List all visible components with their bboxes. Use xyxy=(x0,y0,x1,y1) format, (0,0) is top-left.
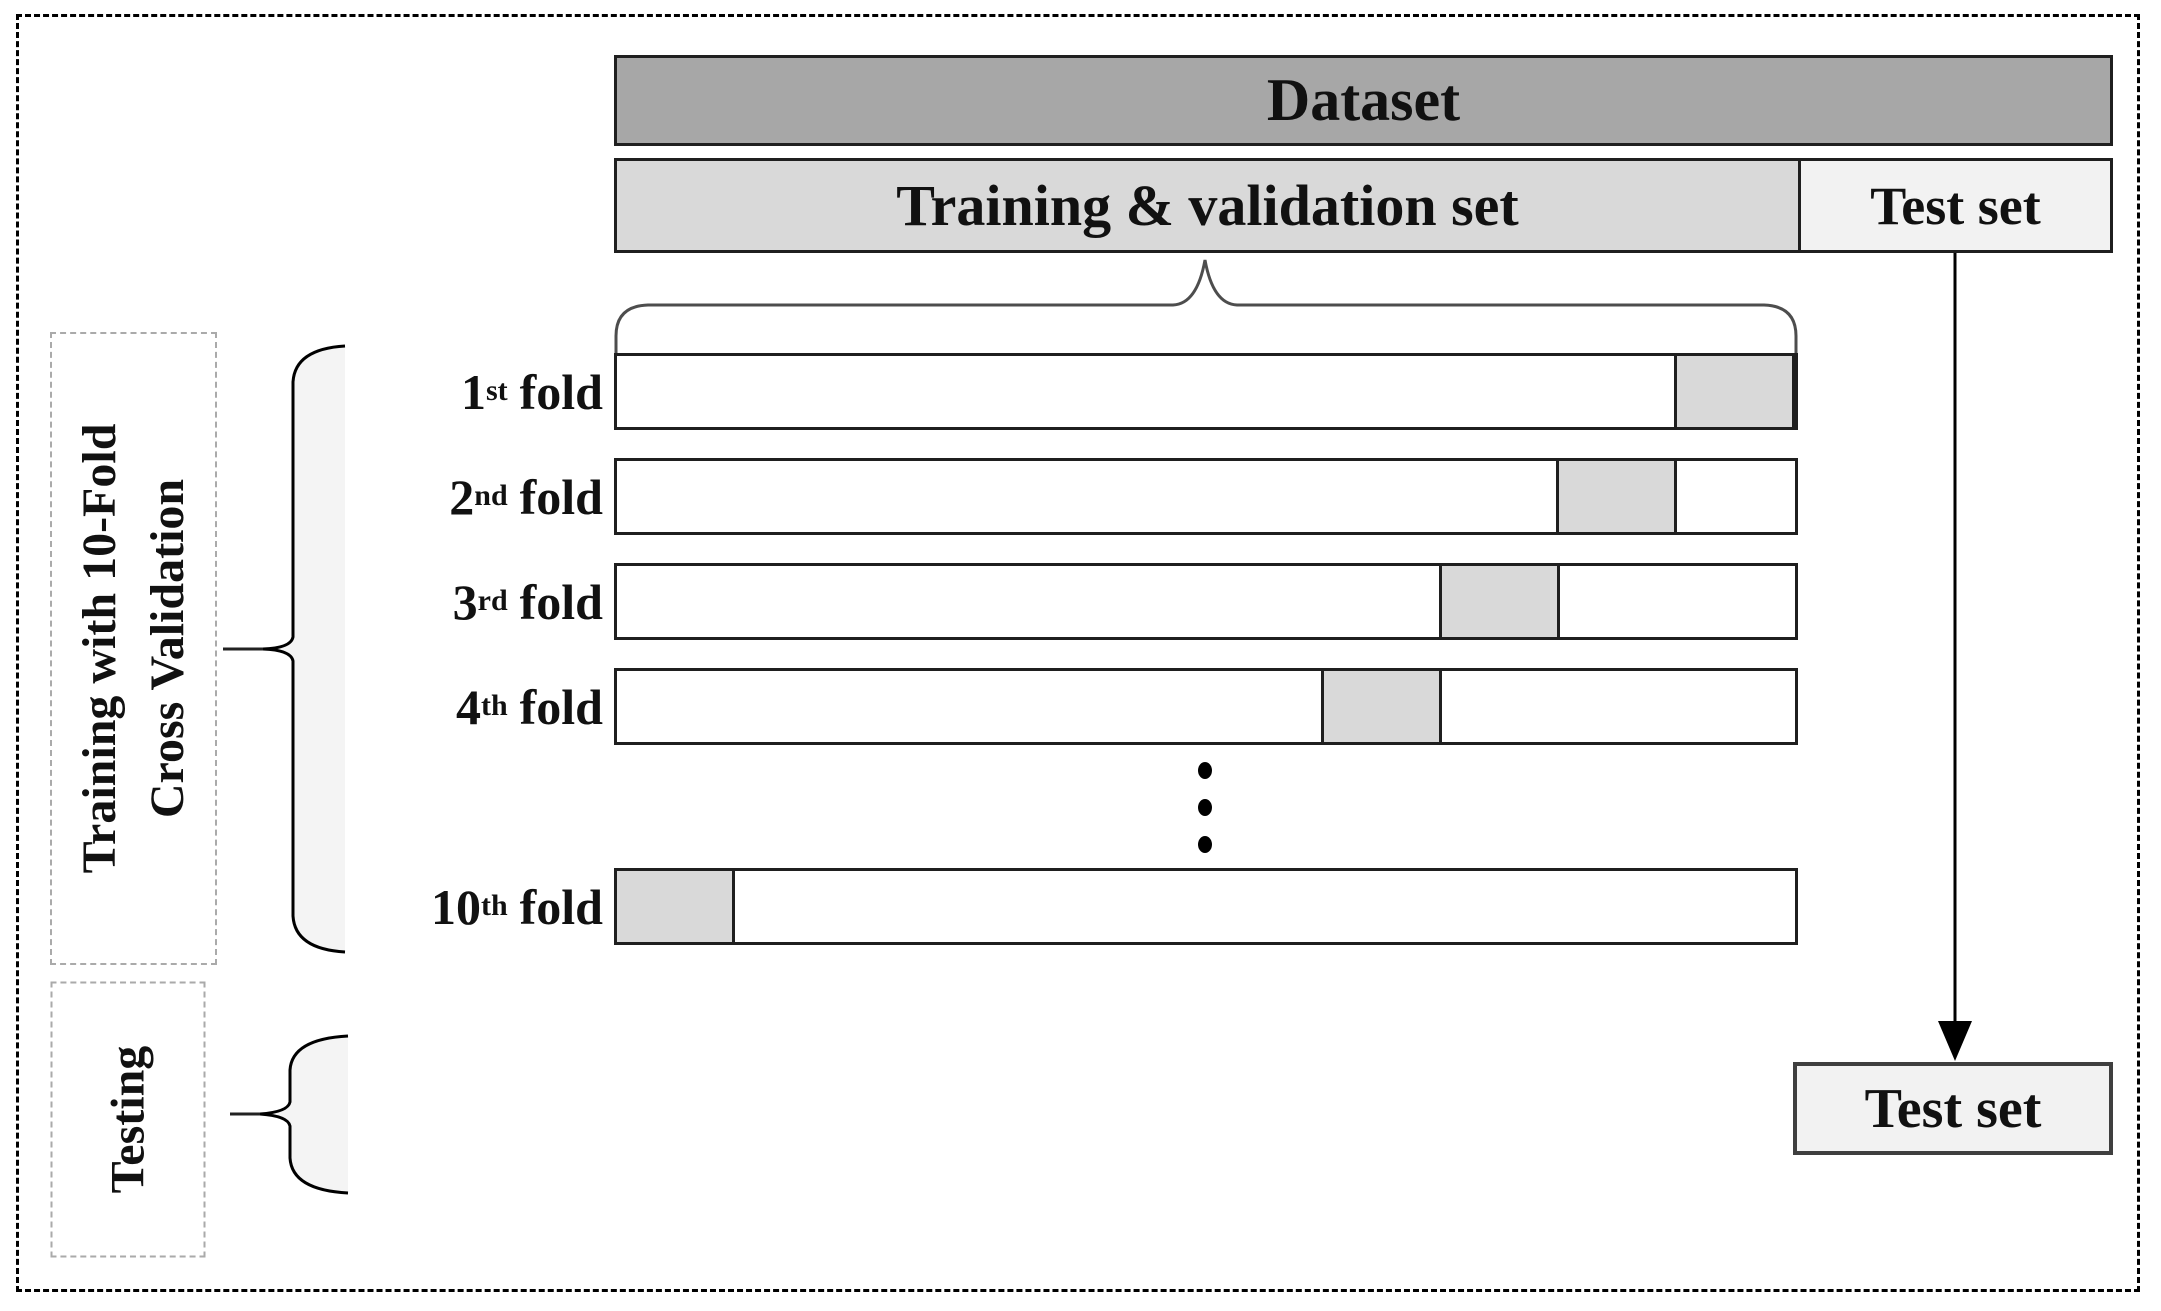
testing-left-brace xyxy=(230,1034,349,1195)
testing-phase-label-box: Testing xyxy=(50,981,206,1258)
fold-bar xyxy=(614,868,1798,945)
validation-segment xyxy=(1320,668,1442,745)
fold-ordinal-suffix: th xyxy=(480,688,508,722)
dataset-bar: Dataset xyxy=(614,55,2113,146)
validation-segment xyxy=(614,868,735,945)
training-validation-bar: Training & validation set xyxy=(614,158,1801,253)
test-set-arrow xyxy=(1938,253,1972,1061)
ellipsis-dot xyxy=(1198,836,1212,853)
fold-ordinal-suffix: nd xyxy=(474,478,508,512)
dataset-label: Dataset xyxy=(1266,67,1461,133)
training-set-down-brace xyxy=(614,259,1798,356)
training-phase-label-line1: Training with 10-Fold xyxy=(73,423,127,874)
fold-word: fold xyxy=(519,468,603,525)
test-set-label: Test set xyxy=(1870,175,2041,236)
fold-ordinal: 2 xyxy=(449,468,475,525)
fold-word: fold xyxy=(519,363,603,420)
ellipsis-dot xyxy=(1198,799,1212,816)
validation-segment xyxy=(1674,353,1796,430)
fold-ordinal: 3 xyxy=(452,573,478,630)
training-phase-label-box: Training with 10-Fold Cross Validation xyxy=(50,332,217,965)
validation-segment xyxy=(1438,563,1560,640)
fold-ordinal-suffix: th xyxy=(480,888,508,922)
fold-bar xyxy=(614,353,1798,430)
fold-ordinal: 10 xyxy=(430,878,481,935)
fold-ordinal-suffix: rd xyxy=(477,583,508,617)
fold-word: fold xyxy=(519,573,603,630)
fold-bar xyxy=(614,668,1798,745)
validation-segment xyxy=(1556,458,1678,535)
ellipsis-dot xyxy=(1198,762,1212,779)
training-phase-label-line2: Cross Validation xyxy=(140,478,194,819)
test-set-result-box: Test set xyxy=(1793,1062,2113,1155)
fold-ordinal-suffix: st xyxy=(485,373,508,407)
test-set-bar: Test set xyxy=(1798,158,2113,253)
fold-bar xyxy=(614,563,1798,640)
fold-ordinal: 4 xyxy=(455,678,481,735)
fold-bar xyxy=(614,458,1798,535)
folds-left-brace xyxy=(223,344,346,954)
test-set-result-label: Test set xyxy=(1864,1077,2042,1140)
fold-word: fold xyxy=(519,878,603,935)
fold-word: fold xyxy=(519,678,603,735)
fold-ordinal: 1 xyxy=(460,363,486,420)
training-validation-label: Training & validation set xyxy=(896,173,1519,238)
outer-dashed-frame xyxy=(16,14,2140,1292)
testing-phase-label: Testing xyxy=(101,1045,155,1194)
